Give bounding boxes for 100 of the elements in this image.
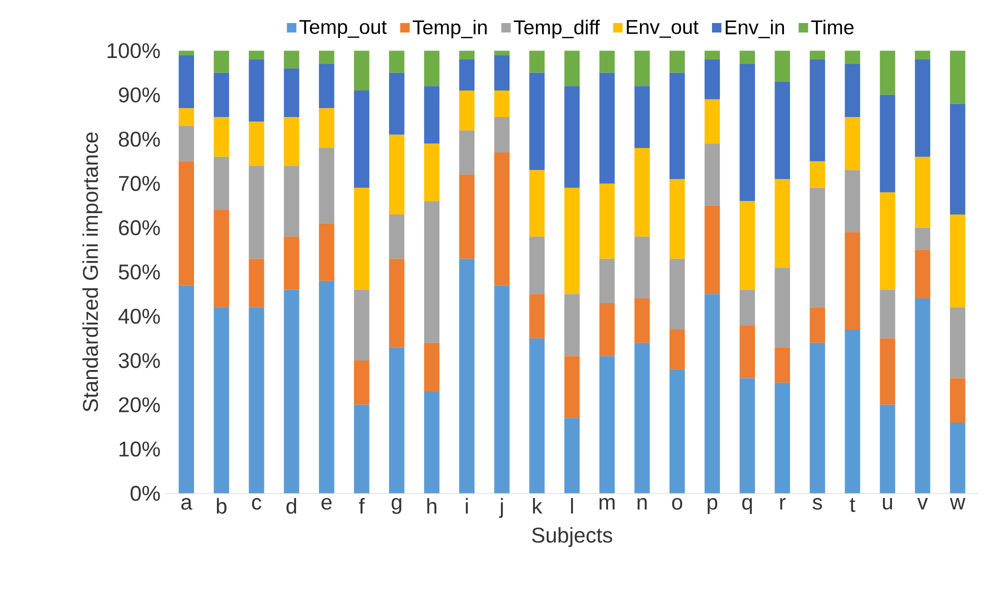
bar	[389, 134, 404, 214]
x-tick-label: v	[917, 498, 928, 510]
bar	[704, 294, 720, 494]
x-tick-label: t	[850, 498, 856, 512]
bar	[880, 338, 896, 405]
legend-label: Temp_in	[412, 20, 487, 38]
x-tick-label: o	[672, 498, 682, 510]
y-tick-label: 20%	[118, 397, 160, 412]
bar	[564, 294, 580, 356]
bar	[844, 170, 860, 232]
x-tick-label: w	[950, 498, 966, 510]
bar	[634, 148, 650, 237]
bar	[810, 161, 826, 188]
bar	[529, 294, 545, 338]
bar	[880, 290, 896, 338]
bar	[670, 72, 685, 180]
x-tick-label: l	[571, 498, 573, 514]
x-tick-label: a	[181, 498, 192, 510]
bar	[914, 250, 930, 299]
bar	[599, 258, 615, 303]
bar	[529, 338, 545, 494]
bar	[318, 50, 334, 64]
bar	[494, 55, 510, 91]
y-tick-label: 70%	[119, 176, 160, 192]
bar	[214, 307, 230, 494]
bar	[214, 117, 230, 157]
bar	[459, 60, 474, 91]
bar	[740, 201, 755, 290]
bar	[880, 404, 896, 494]
bar	[389, 347, 404, 494]
x-tick-label: m	[600, 498, 615, 510]
bar	[389, 258, 404, 348]
bar	[914, 298, 930, 494]
bar	[914, 156, 930, 228]
bar	[214, 72, 230, 118]
bar	[810, 50, 826, 60]
bar	[950, 422, 966, 494]
bar	[599, 356, 615, 494]
bar	[284, 290, 300, 494]
bar	[950, 378, 966, 423]
bar	[284, 68, 300, 118]
legend-label: Time	[811, 20, 854, 34]
bar	[318, 148, 334, 224]
x-tick-label: n	[638, 498, 647, 510]
bar	[494, 50, 510, 56]
y-tick-label: 60%	[119, 220, 160, 236]
bar	[564, 418, 580, 494]
bar	[634, 236, 650, 299]
bar	[914, 60, 930, 157]
y-tick-label: 80%	[118, 132, 160, 147]
bar	[810, 307, 826, 343]
bar	[248, 50, 264, 60]
x-tick-label: p	[708, 498, 718, 514]
bar	[424, 201, 440, 343]
x-tick-label: d	[286, 498, 296, 514]
bar	[178, 55, 194, 108]
bar	[774, 268, 790, 348]
bar	[248, 166, 264, 259]
bar	[424, 342, 440, 392]
bar	[670, 50, 685, 73]
bar	[740, 64, 755, 202]
bar	[880, 94, 896, 192]
bar	[248, 60, 264, 122]
bar	[318, 280, 334, 494]
bar	[529, 72, 545, 170]
x-tick-label: i	[466, 498, 468, 514]
bar	[214, 50, 230, 73]
x-tick-label: q	[742, 498, 752, 514]
legend-label: Env_in	[726, 20, 784, 38]
bar	[178, 161, 194, 286]
bar	[424, 144, 440, 202]
y-axis-title: Standardized Gini importance	[82, 132, 102, 412]
legend-label: Env_out	[626, 20, 698, 38]
bar	[494, 285, 510, 494]
y-tick-label: 0%	[130, 486, 160, 501]
bar	[459, 130, 474, 175]
x-tick-label: r	[780, 498, 786, 510]
bar	[529, 170, 545, 237]
bar	[774, 82, 790, 180]
bar	[178, 126, 194, 162]
bar	[740, 50, 755, 64]
bar	[354, 188, 370, 290]
bar	[950, 307, 966, 378]
bar	[424, 392, 440, 494]
bar	[318, 108, 334, 148]
bar	[564, 188, 580, 294]
bar	[774, 347, 790, 383]
y-tick-label: 100%	[108, 43, 160, 58]
bar	[564, 50, 580, 86]
bar	[494, 152, 510, 286]
bar	[178, 108, 194, 126]
bar	[670, 179, 685, 259]
bar	[389, 50, 404, 73]
x-tick-label: c	[252, 498, 262, 510]
bar	[950, 50, 966, 104]
x-tick-label: k	[533, 498, 542, 514]
bar	[950, 214, 966, 308]
bar	[599, 72, 615, 184]
bar	[284, 50, 300, 68]
bar	[704, 206, 720, 294]
